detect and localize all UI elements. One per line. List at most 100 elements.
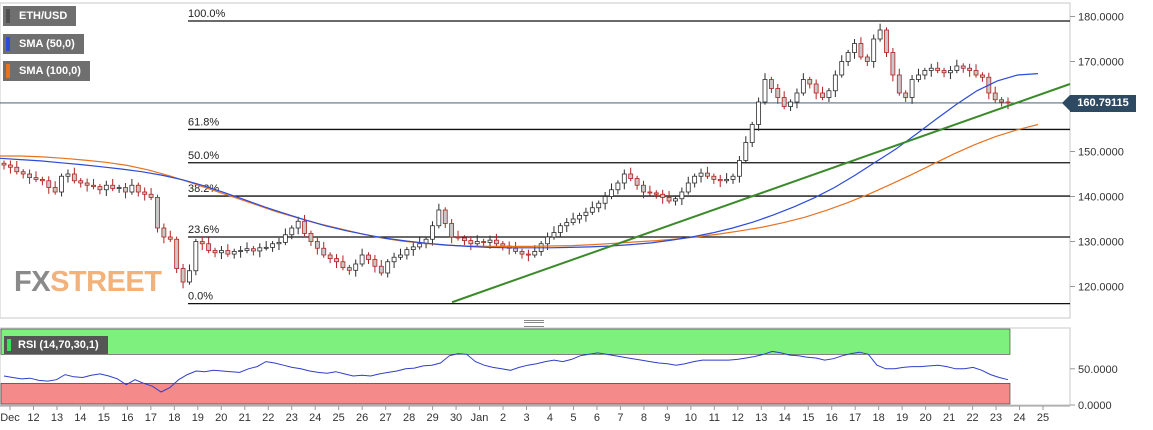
candle-body bbox=[302, 220, 307, 234]
candle-body bbox=[525, 253, 531, 256]
rsi-legend-swatch bbox=[7, 339, 11, 351]
y-tick-label: 120.0000 bbox=[1078, 282, 1124, 294]
candle-body bbox=[890, 52, 896, 76]
candle-body bbox=[692, 175, 698, 184]
x-tick-label: 20 bbox=[919, 412, 931, 424]
candle-body bbox=[59, 175, 64, 193]
candle-body bbox=[410, 246, 416, 250]
candle-body bbox=[263, 246, 269, 249]
legend-swatch-sma50 bbox=[6, 37, 10, 51]
candle-body bbox=[7, 164, 13, 168]
candle-body bbox=[884, 29, 889, 53]
candle-body bbox=[14, 166, 20, 173]
candle-body bbox=[749, 124, 755, 143]
y-tick-label: 150.0000 bbox=[1078, 147, 1124, 159]
candle-body bbox=[251, 248, 256, 252]
x-tick-label: 4 bbox=[547, 412, 553, 424]
x-tick-label: 24 bbox=[309, 412, 321, 424]
legend-swatch-sma100 bbox=[6, 64, 10, 78]
x-tick-label: 5 bbox=[570, 412, 576, 424]
legend-label-sma50: SMA (50,0) bbox=[19, 38, 75, 50]
candle-body bbox=[864, 56, 870, 62]
candle-body bbox=[813, 83, 819, 94]
candle-body bbox=[378, 265, 384, 274]
candle-body bbox=[455, 236, 461, 239]
candle-body bbox=[999, 99, 1005, 103]
x-tick-label: 18 bbox=[873, 412, 885, 424]
candle-body bbox=[116, 187, 122, 189]
candle-body bbox=[954, 65, 960, 71]
legend-ethusd[interactable]: ETH/USD bbox=[3, 6, 77, 26]
rsi-legend[interactable]: RSI (14,70,30,1) bbox=[4, 336, 108, 354]
legend-sma100[interactable]: SMA (100,0) bbox=[3, 61, 90, 81]
candle-body bbox=[174, 238, 180, 269]
candle-body bbox=[743, 142, 749, 161]
candle-body bbox=[788, 101, 793, 107]
candle-body bbox=[647, 191, 653, 194]
sma50-line bbox=[0, 73, 1039, 249]
legend-sma50[interactable]: SMA (50,0) bbox=[3, 34, 84, 54]
candle-body bbox=[123, 187, 128, 193]
candle-body bbox=[180, 268, 186, 283]
x-tick-label: Jan bbox=[471, 412, 489, 424]
candle-body bbox=[609, 189, 614, 197]
candle-body bbox=[852, 43, 857, 53]
x-tick-label: 22 bbox=[262, 412, 274, 424]
candle-body bbox=[756, 101, 761, 125]
candle-body bbox=[487, 239, 493, 243]
candle-body bbox=[717, 178, 723, 182]
candle-body bbox=[321, 247, 327, 256]
rsi-y-tick-label: 50.0000 bbox=[1078, 364, 1118, 376]
x-tick-label: 12 bbox=[732, 412, 744, 424]
rsi-line bbox=[3, 350, 1009, 393]
candle-body bbox=[199, 241, 205, 245]
x-tick-label: 27 bbox=[380, 412, 392, 424]
candle-body bbox=[327, 254, 333, 259]
candle-body bbox=[660, 193, 666, 198]
candle-body bbox=[589, 207, 595, 213]
candle-body bbox=[161, 227, 167, 238]
fib-level-label: 100.0% bbox=[188, 8, 226, 20]
candle-body bbox=[308, 232, 314, 242]
x-tick-label: 17 bbox=[145, 412, 157, 424]
candle-body bbox=[1005, 101, 1011, 104]
panel-resize-handle[interactable] bbox=[524, 320, 544, 327]
fib-level-label: 38.2% bbox=[188, 183, 219, 195]
y-tick-label: 130.0000 bbox=[1078, 237, 1124, 249]
candle-body bbox=[391, 256, 397, 263]
y-tick-label: 180.0000 bbox=[1078, 12, 1124, 24]
x-tick-label: 6 bbox=[594, 412, 600, 424]
candle-body bbox=[628, 173, 634, 179]
candle-body bbox=[768, 79, 774, 89]
candle-body bbox=[167, 236, 173, 240]
fxstreet-logo: FXSTREET bbox=[14, 266, 162, 298]
x-tick-label: 11 bbox=[709, 412, 720, 424]
candle-body bbox=[532, 250, 538, 256]
candle-body bbox=[653, 192, 659, 195]
candle-body bbox=[641, 184, 646, 193]
candle-body bbox=[871, 38, 877, 62]
candle-body bbox=[596, 202, 602, 209]
candle-body bbox=[673, 198, 678, 202]
candle-body bbox=[449, 223, 455, 238]
x-tick-label: 18 bbox=[168, 412, 180, 424]
rsi-overbought-zone bbox=[0, 328, 1011, 355]
candle-body bbox=[46, 180, 52, 188]
candle-body bbox=[334, 258, 339, 263]
candle-body bbox=[896, 74, 902, 94]
candle-body bbox=[967, 67, 973, 71]
candle-body bbox=[78, 180, 84, 184]
x-tick-label: 10 bbox=[685, 412, 697, 424]
candle-body bbox=[129, 184, 135, 193]
candle-body bbox=[219, 250, 224, 254]
fib-level-label: 23.6% bbox=[188, 224, 219, 236]
candle-body bbox=[282, 234, 288, 243]
main-price-panel: 120.0000130.0000140.0000150.0000160.0000… bbox=[0, 2, 1124, 319]
candle-body bbox=[935, 67, 941, 71]
candle-body bbox=[679, 191, 685, 200]
x-tick-label: 3 bbox=[523, 412, 529, 424]
candle-body bbox=[615, 182, 621, 191]
x-tick-label: 23 bbox=[286, 412, 298, 424]
candle-body bbox=[948, 70, 953, 74]
